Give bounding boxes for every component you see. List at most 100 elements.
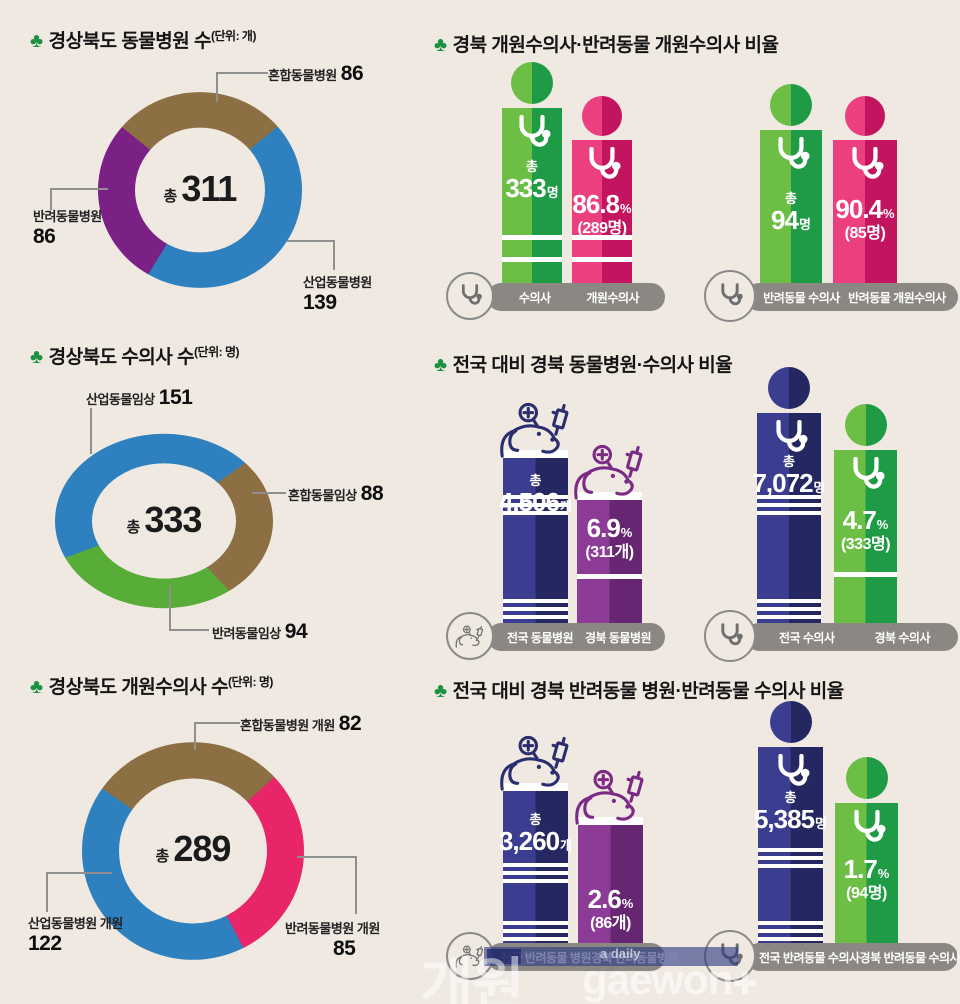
bar-stripe <box>503 599 568 603</box>
title-unit: (단위: 명) <box>194 345 239 359</box>
section-title-practicing: ♣ 경상북도 개원수의사 수(단위: 명) <box>30 672 273 699</box>
person-head-icon <box>770 84 812 126</box>
callout-line <box>297 856 357 858</box>
bar-stripe <box>503 937 568 941</box>
pill-label: 반려동물 수의사 <box>763 290 840 305</box>
bar-total-label: 총 <box>529 812 542 827</box>
bar-stripe <box>572 235 632 240</box>
watermark-strip <box>484 947 738 966</box>
bar-pct: 2.6 <box>587 884 622 914</box>
pill-label: 개원수의사 <box>586 290 640 305</box>
bar-pct: 86.8 <box>572 189 620 219</box>
callout-line <box>216 72 218 102</box>
bar-total-label: 총 <box>529 473 542 488</box>
pill-label: 전국 수의사 <box>778 630 835 645</box>
callout-mixed-practice: 혼합동물병원 개원 82 <box>240 712 362 735</box>
bar-stripe <box>502 235 562 240</box>
person-head-icon <box>582 96 622 136</box>
clover-icon: ♣ <box>434 680 447 702</box>
bar-unit: 명 <box>815 816 828 832</box>
pill-label: 경북 반려동물 수의사 <box>859 950 960 965</box>
callout-line <box>90 408 92 454</box>
bar-unit: 개 <box>560 838 573 854</box>
donut-chart-vets <box>55 433 273 609</box>
clover-icon: ♣ <box>30 30 43 52</box>
watermark-latin: gaewon✚ <box>582 956 758 1004</box>
stethoscope-icon <box>769 137 813 175</box>
bar-stripe <box>757 495 821 499</box>
bar-stripe <box>758 929 823 933</box>
dog-syringe-icon <box>570 444 650 500</box>
title-unit: (단위: 명) <box>227 675 273 689</box>
callout-line <box>216 72 268 74</box>
bar-stripe <box>758 848 823 852</box>
callout-industrial-clinical: 산업동물임상 151 <box>86 386 193 409</box>
pill-label: 전국 동물병원 <box>506 630 574 645</box>
bar-unit: 명 <box>813 480 826 496</box>
dog-syringe-icon <box>454 625 486 648</box>
bar-total-label: 총 <box>783 454 795 469</box>
bar-pct-sign: % <box>883 206 895 221</box>
bar-pct-sign: % <box>877 866 890 881</box>
bar-stripe <box>503 879 568 883</box>
callout-line <box>46 872 48 912</box>
bar-value: 5,385 <box>753 804 815 835</box>
person-head-icon <box>844 404 887 446</box>
stethoscope-icon <box>580 147 624 185</box>
category-pill-hospitals: 전국 동물병원 경북 동물병원 <box>487 623 665 651</box>
watermark-subtitle: a daily <box>600 946 641 961</box>
bar-stripe <box>757 511 821 515</box>
bar-cap <box>577 492 642 500</box>
category-pill-pet-vets: 반려동물 수의사 반려동물 개원수의사 <box>745 283 958 311</box>
clover-icon: ♣ <box>434 354 447 376</box>
total-value: 311 <box>181 168 237 209</box>
pill-label: 전국 반려동물 수의사 <box>759 950 860 965</box>
bar-practicing-pct: 86.8% (289명) <box>572 96 632 285</box>
bar-national-pet-vets: 총 5,385명 <box>754 701 827 945</box>
dog-syringe-icon <box>571 769 651 825</box>
bar-stripe <box>503 929 568 933</box>
clover-icon: ♣ <box>30 346 43 368</box>
bar-pct: 6.9 <box>586 513 621 543</box>
bar-stripe <box>757 615 821 619</box>
title-text: 경상북도 수의사 수 <box>48 347 195 368</box>
watermark-korean: 개원 <box>420 953 525 1004</box>
stethoscope-icon <box>767 420 811 458</box>
person-head-icon <box>511 62 553 104</box>
callout-pet-hospital: 반려동물병원 86 <box>33 209 102 248</box>
title-text: 전국 대비 경북 반려동물 병원·반려동물 수의사 비율 <box>452 681 845 702</box>
bar-stripe <box>758 864 823 868</box>
bar-pct-sign: % <box>620 525 633 540</box>
callout-mixed-clinical: 혼합동물임상 88 <box>288 482 384 505</box>
bar-sub-value: (333명) <box>840 536 891 554</box>
bar-national-hospitals: 총 4,506개 <box>499 450 572 623</box>
bar-stripe <box>758 921 823 925</box>
stethoscope-icon <box>715 283 745 310</box>
pill-label: 수의사 <box>518 290 551 305</box>
bar-stripe <box>503 511 568 515</box>
person-head-icon <box>845 757 888 799</box>
bar-unit: 명 <box>798 217 811 233</box>
callout-industrial-practice: 산업동물병원 개원 122 <box>28 916 123 955</box>
bar-sub-value: (289명) <box>577 220 627 238</box>
callout-mixed-hospital: 혼합동물병원 86 <box>268 62 364 85</box>
callout-line <box>287 240 335 242</box>
bar-stripe <box>834 572 897 577</box>
bar-stripe <box>503 863 568 867</box>
total-label: 총 <box>163 188 178 205</box>
bar-stripe <box>503 607 568 611</box>
donut-chart-hospitals <box>98 92 302 288</box>
watermark-latin-text: gaewon <box>582 956 733 1003</box>
bar-sub-value: (85명) <box>844 225 886 243</box>
title-text: 전국 대비 경북 동물병원·수의사 비율 <box>452 355 733 376</box>
category-pill-vets: 수의사 개원수의사 <box>487 283 665 311</box>
callout-line <box>50 188 108 190</box>
bar-value: 94 <box>771 205 799 236</box>
bar-pct-sign: % <box>621 896 634 911</box>
bar-cap <box>503 450 568 458</box>
bar-national-vets: 총 7,072명 <box>752 367 826 623</box>
callout-line <box>355 856 357 914</box>
person-head-icon <box>768 367 810 409</box>
bar-stripe <box>503 871 568 875</box>
